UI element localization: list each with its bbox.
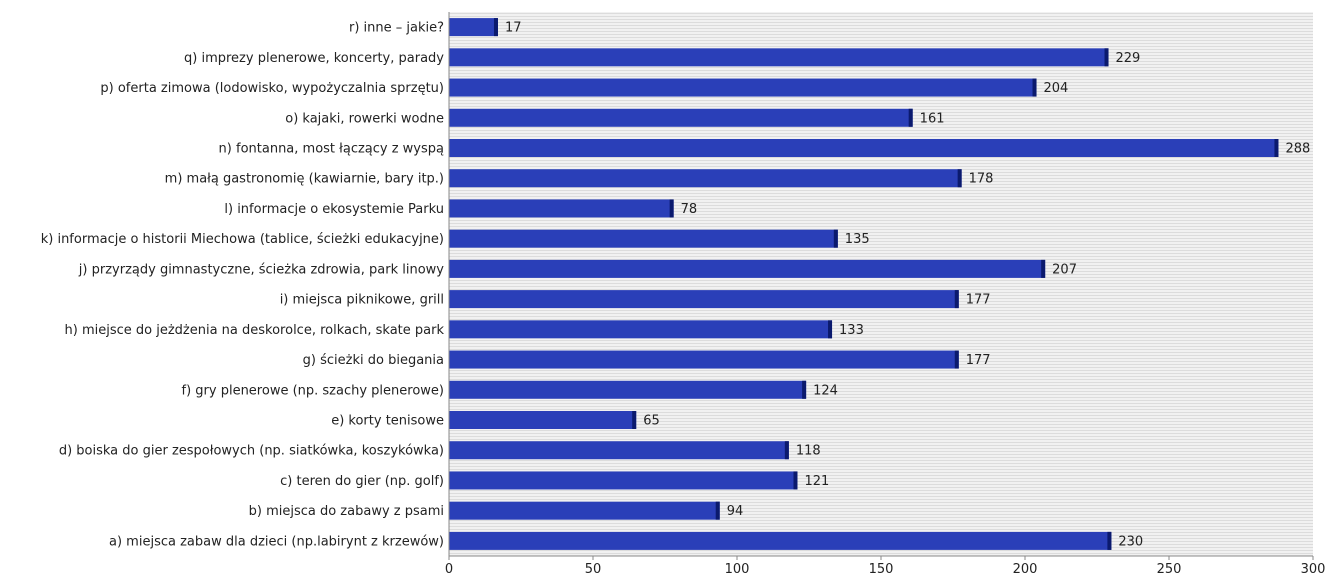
bar	[449, 471, 798, 490]
value-label: 177	[966, 353, 991, 368]
x-axis: 0 50 100 150 200 250 300	[445, 12, 1326, 577]
bar-end-shade	[793, 471, 798, 490]
category-label: a) miejsca zabaw dla dzieci (np.labirynt…	[109, 534, 444, 549]
bar	[449, 169, 962, 188]
bar-end-shade	[957, 169, 962, 188]
category-label: d) boiska do gier zespołowych (np. siatk…	[59, 444, 444, 459]
category-labels: r) inne – jakie? q) imprezy plenerowe, ko…	[41, 21, 445, 550]
bar-end-shade	[1107, 531, 1112, 550]
bar-end-shade	[1274, 139, 1279, 157]
value-labels: 17 229 204 161 288 178 78 135 207 177 133 177 124 65 1…	[505, 21, 1310, 550]
bar-end-shade	[833, 229, 838, 248]
bar	[449, 441, 789, 460]
bar-end-shade	[1041, 259, 1046, 278]
category-label: m) małą gastronomię (kawiarnie, bary itp…	[165, 172, 444, 187]
category-label: h) miejsce do jeżdżenia na deskorolce, r…	[65, 323, 445, 338]
x-tick-label: 100	[725, 562, 750, 577]
x-tick-label: 300	[1301, 562, 1326, 577]
bar-end-shade	[715, 501, 720, 520]
value-label: 229	[1116, 51, 1141, 66]
category-label: n) fontanna, most łączący z wyspą	[219, 142, 444, 157]
value-label: 133	[839, 323, 864, 338]
category-label: q) imprezy plenerowe, koncerty, parady	[184, 51, 444, 66]
value-label: 207	[1052, 262, 1077, 277]
value-label: 204	[1044, 81, 1069, 96]
category-label: j) przyrządy gimnastyczne, ścieżka zdrow…	[78, 262, 445, 277]
bar	[449, 380, 807, 399]
x-tick-label: 250	[1157, 562, 1182, 577]
bar-end-shade	[493, 18, 498, 37]
category-label: e) korty tenisowe	[331, 414, 444, 429]
value-label: 94	[727, 504, 744, 519]
x-tick-label: 50	[585, 562, 602, 577]
value-label: 230	[1118, 534, 1143, 549]
category-label: f) gry plenerowe (np. szachy plenerowe)	[182, 383, 445, 398]
value-label: 178	[969, 172, 994, 187]
x-tick-label: 200	[1013, 562, 1038, 577]
category-label: k) informacje o historii Miechowa (tabli…	[41, 232, 444, 247]
category-label: c) teren do gier (np. golf)	[280, 474, 444, 489]
bar-end-shade	[1032, 78, 1037, 97]
category-label: o) kajaki, rowerki wodne	[285, 111, 444, 126]
category-label: b) miejsca do zabawy z psami	[249, 504, 444, 519]
bar	[449, 18, 498, 37]
bar-end-shade	[908, 108, 913, 127]
category-label: p) oferta zimowa (lodowisko, wypożyczaln…	[100, 81, 444, 96]
bar-end-shade	[954, 290, 959, 309]
bar-end-shade	[828, 320, 833, 339]
bars	[449, 18, 1279, 550]
category-label: r) inne – jakie?	[349, 21, 444, 36]
bar-end-shade	[954, 350, 959, 369]
value-label: 135	[845, 232, 870, 247]
category-label: i) miejsca piknikowe, grill	[280, 293, 444, 308]
bar-end-shade	[632, 411, 637, 429]
bar	[449, 501, 720, 520]
bar-end-shade	[669, 199, 674, 218]
value-label: 17	[505, 21, 522, 36]
bar	[449, 259, 1046, 278]
value-label: 177	[966, 293, 991, 308]
category-label: g) ścieżki do biegania	[303, 353, 444, 368]
bar	[449, 290, 959, 309]
bar-end-shade	[784, 441, 789, 460]
value-label: 161	[920, 111, 945, 126]
bar-end-shade	[1104, 48, 1109, 67]
bar	[449, 229, 838, 248]
bar	[449, 108, 913, 127]
value-label: 121	[804, 474, 829, 489]
value-label: 124	[813, 383, 838, 398]
bar	[449, 48, 1109, 67]
bar-end-shade	[802, 380, 807, 399]
value-label: 65	[643, 414, 660, 429]
x-tick-label: 0	[445, 562, 453, 577]
bar	[449, 320, 833, 339]
value-label: 118	[796, 444, 821, 459]
bar	[449, 411, 637, 429]
x-tick-label: 150	[869, 562, 894, 577]
bar	[449, 139, 1279, 157]
category-label: l) informacje o ekosystemie Parku	[224, 202, 444, 217]
bar	[449, 78, 1037, 97]
bar	[449, 531, 1112, 550]
bar	[449, 199, 674, 218]
value-label: 288	[1285, 142, 1310, 157]
value-label: 78	[681, 202, 698, 217]
bar	[449, 350, 959, 369]
